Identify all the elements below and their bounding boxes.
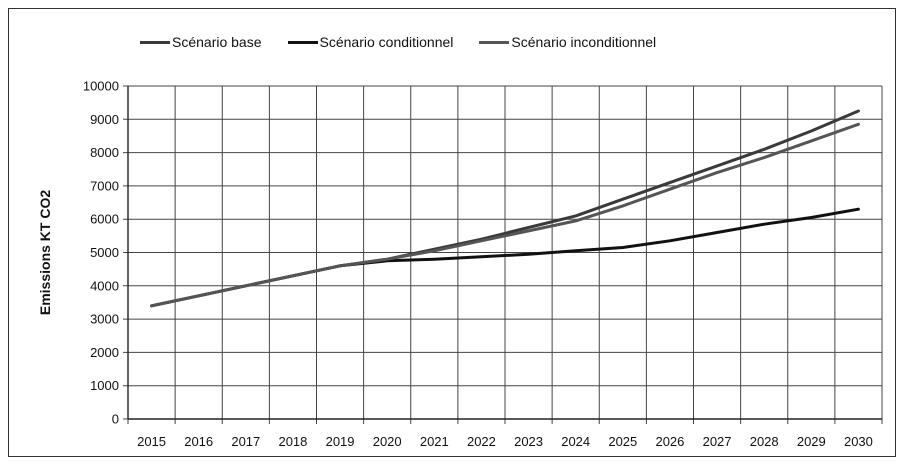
legend-swatch-conditionnel	[287, 40, 318, 44]
x-tick-label: 2015	[137, 434, 166, 449]
chart-frame	[8, 8, 896, 457]
x-tick-label: 2019	[326, 434, 355, 449]
y-tick-label: 0	[112, 412, 119, 427]
legend-swatch-inconditionnel	[479, 40, 510, 44]
legend-swatch-base	[140, 40, 170, 44]
x-tick-label: 2026	[655, 434, 684, 449]
legend-label-conditionnel: Scénario conditionnel	[319, 34, 454, 50]
y-tick-label: 6000	[90, 212, 119, 227]
y-tick-label: 4000	[90, 278, 119, 293]
y-tick-label: 9000	[90, 112, 119, 127]
x-tick-label: 2023	[514, 434, 543, 449]
axes	[127, 86, 882, 420]
legend-item-conditionnel: Scénario conditionnel	[287, 34, 454, 50]
x-tick-label: 2027	[703, 434, 732, 449]
legend-label-inconditionnel: Scénario inconditionnel	[511, 34, 657, 50]
x-tick-label: 2024	[561, 434, 590, 449]
y-tick-label: 1000	[90, 378, 119, 393]
legend-item-inconditionnel: Scénario inconditionnel	[479, 34, 656, 50]
x-tick-label: 2017	[231, 434, 260, 449]
y-tick-labels: 0 1000 2000 3000 4000 5000 6000 7000 8000 9000 100…	[83, 79, 119, 427]
x-tick-label: 2022	[467, 434, 496, 449]
x-tick-label: 2020	[373, 434, 402, 449]
legend: Scénario base Scénario conditionnel Scén…	[140, 34, 656, 50]
x-tick-label: 2030	[844, 434, 873, 449]
y-tick-label: 5000	[90, 245, 119, 260]
series-lines	[150, 109, 860, 308]
x-tick-labels: 2015 2016 2017 2018 2019 2020 2021 2022 2023 2024…	[137, 434, 873, 449]
x-tick-label: 2021	[420, 434, 449, 449]
x-tick-label: 2018	[278, 434, 307, 449]
y-axis-label: Emissions KT CO2	[37, 190, 53, 315]
x-tick-label: 2025	[608, 434, 637, 449]
x-tick-label: 2016	[184, 434, 213, 449]
legend-label-base: Scénario base	[172, 34, 262, 50]
x-tick-label: 2028	[750, 434, 779, 449]
y-tick-label: 2000	[90, 345, 119, 360]
legend-item-base: Scénario base	[140, 34, 262, 50]
y-tick-label: 7000	[90, 178, 119, 193]
y-tick-label: 3000	[90, 312, 119, 327]
x-tick-label: 2029	[797, 434, 826, 449]
y-tick-label: 8000	[90, 145, 119, 160]
series-line-2	[150, 122, 860, 308]
y-tick-label: 10000	[83, 79, 119, 94]
